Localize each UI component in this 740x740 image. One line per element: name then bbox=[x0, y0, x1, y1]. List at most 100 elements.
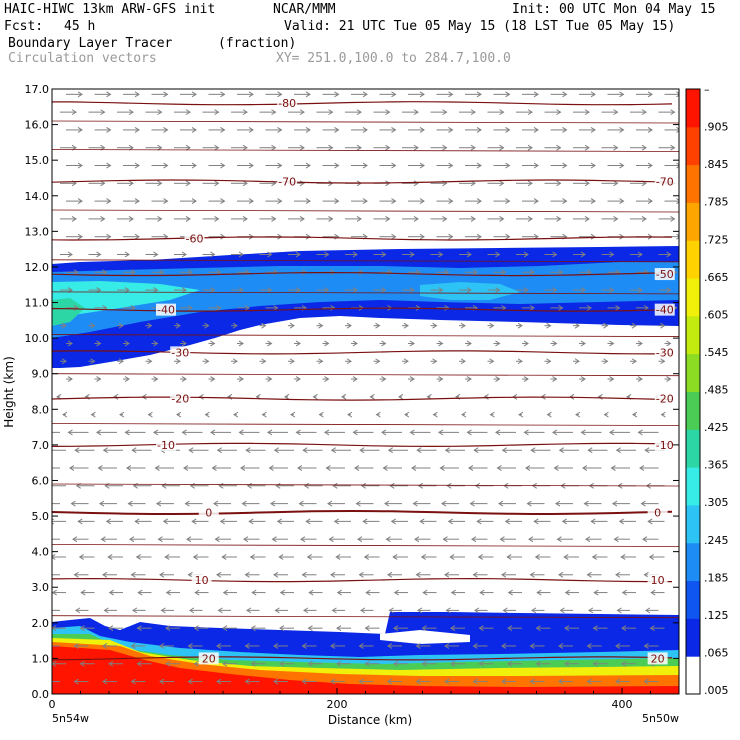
wind-vector-head bbox=[187, 269, 193, 276]
wind-vector-head bbox=[90, 322, 96, 329]
wind-vector-head bbox=[556, 180, 562, 187]
colorbar-label: .305 bbox=[704, 496, 729, 509]
wind-vector-head bbox=[131, 447, 137, 454]
wind-vector-head bbox=[214, 109, 220, 116]
wind-vector-head bbox=[619, 127, 625, 133]
wind-vector-head bbox=[473, 447, 479, 454]
wind-vector-head bbox=[501, 678, 507, 685]
wind-vector-head bbox=[590, 518, 596, 525]
wind-vector-head bbox=[644, 447, 650, 454]
wind-vector-head bbox=[588, 607, 594, 614]
wind-vector-head bbox=[592, 625, 598, 632]
wind-vector-head bbox=[442, 109, 448, 116]
contour-label-bg bbox=[654, 346, 675, 359]
wind-vector-head bbox=[159, 643, 165, 649]
wind-vector-head bbox=[558, 643, 564, 649]
wind-vector-head bbox=[615, 447, 621, 454]
wind-vector-head bbox=[384, 500, 390, 507]
wind-vector-head bbox=[593, 589, 599, 596]
wind-vector-head bbox=[126, 465, 132, 471]
wind-vector-head bbox=[637, 287, 643, 293]
wind-vector-head bbox=[444, 643, 450, 649]
wind-vector-head bbox=[575, 411, 581, 418]
wind-vector-head bbox=[476, 127, 482, 133]
y-tick-label: 16.0 bbox=[25, 119, 50, 132]
wind-vector-head bbox=[331, 607, 337, 614]
wind-vector-head bbox=[584, 109, 590, 116]
wind-vector-head bbox=[106, 162, 112, 169]
wind-vector-head bbox=[191, 127, 197, 133]
wind-vector-head bbox=[295, 376, 301, 382]
wind-vector-head bbox=[546, 322, 552, 329]
wind-vector-head bbox=[615, 643, 621, 649]
wind-vector-head bbox=[157, 180, 163, 187]
wind-vector-head bbox=[147, 322, 153, 329]
x-endpoint-left: 5n54w bbox=[52, 712, 89, 725]
colorbar-label: .005 bbox=[704, 684, 729, 697]
y-tick-label: 1.0 bbox=[32, 652, 50, 665]
wind-vector-head bbox=[670, 144, 676, 151]
wind-vector-head bbox=[496, 465, 502, 471]
wind-vector-head bbox=[278, 554, 284, 560]
wind-vector-head bbox=[403, 358, 409, 365]
wind-vector-head bbox=[419, 198, 425, 205]
wind-vector-head bbox=[489, 411, 495, 418]
x-axis: 0 200 400 bbox=[49, 688, 651, 711]
wind-vector-head bbox=[220, 127, 226, 133]
wind-vector-head bbox=[128, 180, 134, 187]
wind-vector-head bbox=[647, 162, 653, 169]
colorbar-swatch bbox=[686, 504, 700, 544]
contour-label: -10 bbox=[656, 439, 674, 452]
wind-vector-head bbox=[660, 322, 666, 329]
y-tick-label: 8.0 bbox=[32, 403, 50, 416]
wind-vector-head bbox=[438, 429, 444, 436]
wind-vector-head bbox=[299, 180, 305, 187]
wind-vector-head bbox=[127, 500, 133, 507]
wind-vector-head bbox=[318, 358, 324, 365]
wind-vector-head bbox=[466, 251, 472, 258]
wind-vector-head bbox=[472, 269, 478, 276]
wind-vector-head bbox=[364, 660, 370, 667]
wind-vector-head bbox=[330, 678, 336, 685]
wind-vector-head bbox=[460, 358, 466, 365]
wind-vector-head bbox=[478, 625, 484, 632]
wind-vector-head bbox=[391, 162, 397, 169]
colorbar-frame bbox=[685, 88, 701, 695]
wind-vector-head bbox=[469, 500, 475, 507]
wind-vector-head bbox=[495, 251, 501, 258]
wind-vector-head bbox=[52, 589, 57, 596]
contour-label-bg bbox=[654, 438, 675, 451]
contour-label-bg bbox=[277, 175, 298, 188]
wind-vector-head bbox=[603, 358, 609, 365]
y-axis: 0.0 1.0 2.0 3.0 4.0 5.0 6.0 7.0 8.0 9.0 10.0 11.0 12… bbox=[25, 83, 679, 701]
wind-vector-head bbox=[580, 429, 586, 436]
wind-vector-head bbox=[118, 358, 124, 365]
wind-vector-head bbox=[275, 482, 281, 489]
wind-vector-head bbox=[80, 589, 86, 596]
wind-vector-head bbox=[507, 589, 513, 596]
wind-vector-head bbox=[163, 162, 169, 169]
wind-vector-head bbox=[409, 429, 415, 436]
wind-vector-head bbox=[552, 287, 558, 293]
model-title: HAIC-HIWC 13km ARW-GFS init bbox=[4, 2, 215, 17]
wind-vector-head bbox=[248, 127, 254, 133]
wind-vector-head bbox=[108, 660, 114, 667]
wind-vector-head bbox=[333, 518, 339, 525]
wind-vector-head bbox=[324, 287, 330, 293]
wind-vector-head bbox=[442, 215, 448, 222]
wind-vector-head bbox=[124, 429, 130, 436]
wind-vector-head bbox=[102, 571, 108, 578]
colorbar-swatch bbox=[686, 278, 700, 317]
wind-vector-head bbox=[273, 643, 279, 649]
wind-vector-head bbox=[640, 500, 646, 507]
wind-vector-head bbox=[238, 287, 244, 293]
wind-vector-head bbox=[413, 215, 419, 222]
wind-vector-head bbox=[273, 678, 279, 685]
colorbar-swatch bbox=[686, 353, 700, 392]
wind-vector-head bbox=[216, 304, 222, 311]
wind-vector-head bbox=[461, 411, 467, 418]
wind-vector-head bbox=[267, 251, 273, 258]
wind-vector-head bbox=[448, 127, 454, 133]
wind-vector-head bbox=[499, 109, 505, 116]
colorbar-label: .785 bbox=[704, 196, 729, 209]
